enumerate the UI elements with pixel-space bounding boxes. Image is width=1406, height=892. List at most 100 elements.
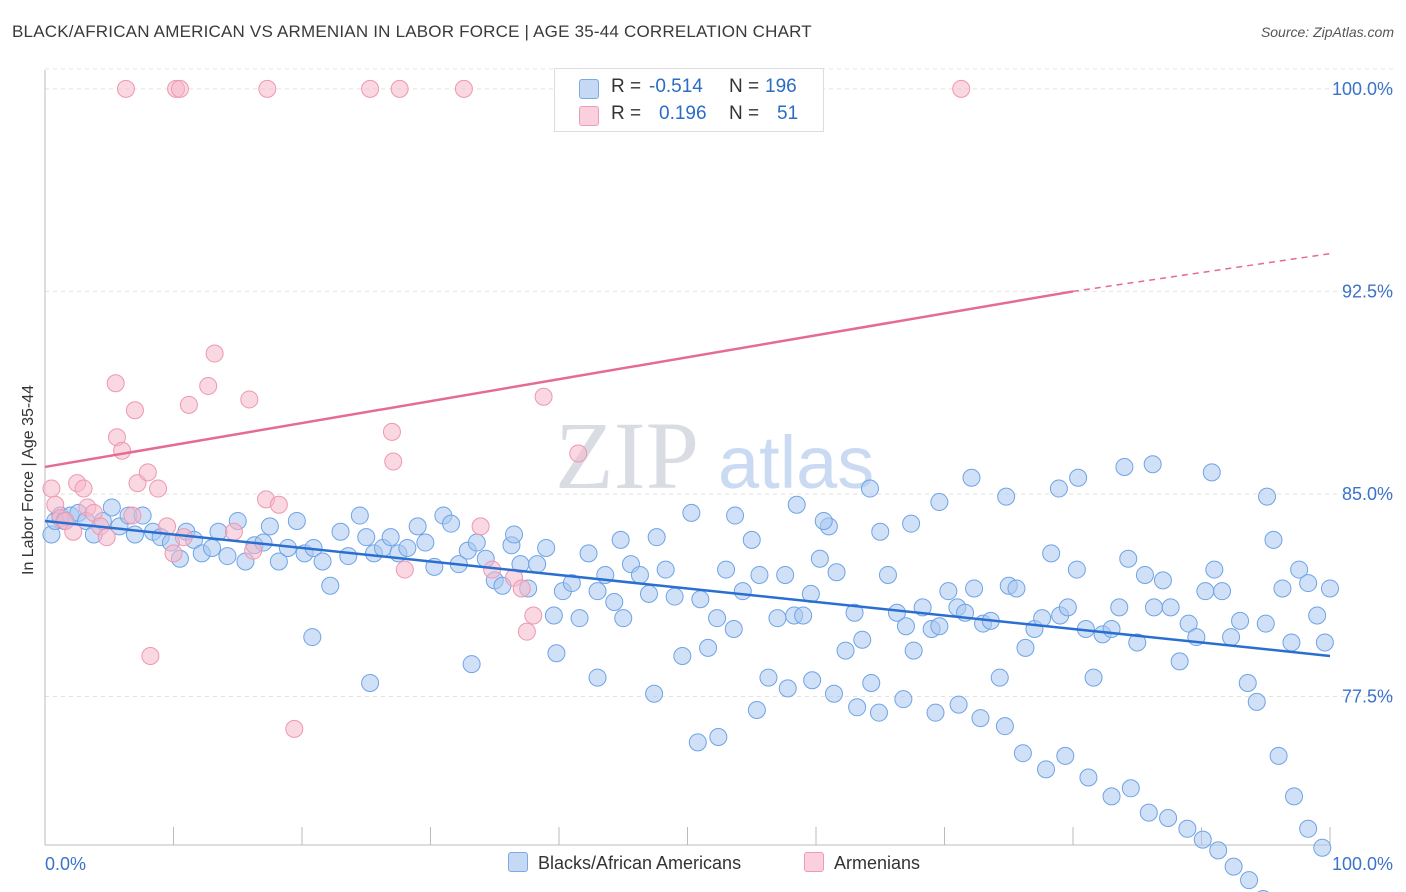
point-blacks (1269, 746, 1288, 765)
point-armenians (205, 344, 224, 363)
point-blacks (1193, 830, 1212, 849)
point-blacks (1110, 598, 1129, 617)
point-blacks (1315, 633, 1334, 652)
point-blacks (656, 560, 675, 579)
point-blacks (1213, 582, 1232, 601)
point-blacks (398, 538, 417, 557)
point-blacks (1153, 571, 1172, 590)
point-blacks (747, 700, 766, 719)
point-blacks (1115, 457, 1134, 476)
point-blacks (1238, 673, 1257, 692)
point-blacks (845, 603, 864, 622)
point-blacks (665, 587, 684, 606)
bottom-legend-label-blacks: Blacks/African Americans (538, 853, 742, 873)
point-blacks (1308, 606, 1327, 625)
point-armenians (97, 528, 116, 547)
point-blacks (930, 617, 949, 636)
point-blacks (614, 609, 633, 628)
trend-line-armenians (44, 290, 1074, 469)
y-tick-label: 100.0% (1332, 79, 1393, 99)
point-blacks (787, 495, 806, 514)
legend-swatch-blacks (579, 79, 599, 99)
point-blacks (848, 698, 867, 717)
legend-n-value: 51 (777, 103, 799, 124)
point-armenians (179, 395, 198, 414)
correlation-legend: R = -0.514 N = 196 R = 0.196 N = 51 (554, 68, 824, 132)
point-blacks (1121, 779, 1140, 798)
point-blacks (1079, 768, 1098, 787)
point-blacks (339, 547, 358, 566)
bottom-legend-swatch-blacks (508, 852, 528, 872)
point-blacks (926, 703, 945, 722)
point-blacks (862, 673, 881, 692)
point-blacks (442, 514, 461, 533)
point-blacks (1159, 808, 1178, 827)
series-blacks-points (42, 455, 1339, 892)
point-blacks (708, 609, 727, 628)
point-blacks (321, 576, 340, 595)
point-blacks (303, 628, 322, 647)
point-armenians (258, 79, 277, 98)
point-armenians (269, 495, 288, 514)
point-armenians (534, 387, 553, 406)
chart-title: BLACK/AFRICAN AMERICAN VS ARMENIAN IN LA… (12, 22, 812, 41)
point-armenians (224, 522, 243, 541)
legend-n-value: 196 (765, 76, 797, 97)
point-blacks (860, 479, 879, 498)
point-blacks (1209, 841, 1228, 860)
point-blacks (1170, 652, 1189, 671)
point-blacks (544, 606, 563, 625)
series-armenians-points (42, 79, 971, 738)
point-blacks (269, 552, 288, 571)
legend-r-value: 0.196 (659, 103, 707, 124)
point-blacks (1139, 803, 1158, 822)
point-blacks (381, 528, 400, 547)
point-blacks (759, 668, 778, 687)
point-blacks (467, 533, 486, 552)
point-blacks (824, 684, 843, 703)
point-blacks (995, 717, 1014, 736)
point-blacks (827, 563, 846, 582)
point-blacks (1102, 787, 1121, 806)
point-blacks (990, 668, 1009, 687)
point-armenians (240, 390, 259, 409)
point-blacks (853, 630, 872, 649)
point-blacks (416, 533, 435, 552)
point-blacks (357, 528, 376, 547)
point-armenians (361, 79, 380, 98)
point-blacks (1196, 582, 1215, 601)
point-blacks (1069, 468, 1088, 487)
point-blacks (1067, 560, 1086, 579)
point-armenians (524, 606, 543, 625)
point-blacks (313, 552, 332, 571)
point-blacks (1264, 530, 1283, 549)
point-blacks (682, 503, 701, 522)
point-armenians (285, 719, 304, 738)
point-blacks (803, 671, 822, 690)
point-blacks (726, 506, 745, 525)
point-armenians (512, 579, 531, 598)
point-blacks (645, 684, 664, 703)
point-armenians (199, 376, 218, 395)
point-blacks (1247, 692, 1266, 711)
legend-r-value: -0.514 (649, 76, 703, 97)
point-blacks (896, 617, 915, 636)
point-armenians (42, 479, 61, 498)
point-blacks (733, 582, 752, 601)
point-blacks (997, 487, 1016, 506)
point-armenians (454, 79, 473, 98)
y-tick-label: 77.5% (1342, 686, 1393, 706)
point-blacks (350, 506, 369, 525)
y-tick-label: 85.0% (1342, 484, 1393, 504)
point-blacks (260, 517, 279, 536)
point-blacks (1007, 579, 1026, 598)
point-blacks (1256, 614, 1275, 633)
point-blacks (579, 544, 598, 563)
point-blacks (462, 655, 481, 674)
point-blacks (962, 468, 981, 487)
y-axis-label: In Labor Force | Age 35-44 (20, 384, 37, 575)
point-blacks (547, 644, 566, 663)
bottom-legend-armenians: Armenians (804, 852, 920, 874)
point-blacks (1037, 760, 1056, 779)
point-armenians (123, 506, 142, 525)
